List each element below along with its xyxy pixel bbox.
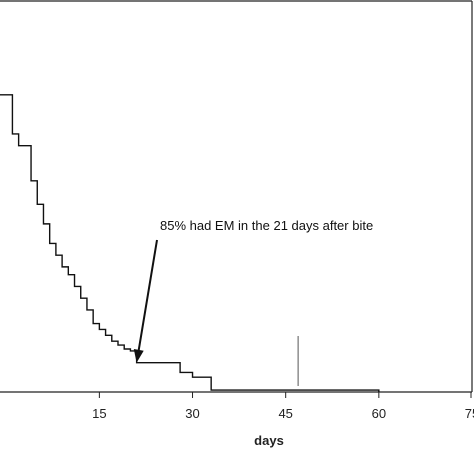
x-tick-label-75: 75 (465, 406, 474, 421)
x-tick-label-60: 60 (372, 406, 386, 421)
annotation-arrow (137, 239, 158, 353)
x-tick-label-15: 15 (92, 406, 106, 421)
x-tick-label-30: 30 (185, 406, 199, 421)
annotation-text: 85% had EM in the 21 days after bite (160, 218, 373, 233)
survival-step-line (0, 94, 380, 392)
annotation-arrowhead (133, 349, 144, 363)
x-axis-ticks (98, 392, 472, 398)
x-axis-tick-labels: 15 30 45 60 75 (92, 406, 474, 421)
x-axis-title: days (254, 433, 284, 448)
x-tick-label-45: 45 (278, 406, 292, 421)
